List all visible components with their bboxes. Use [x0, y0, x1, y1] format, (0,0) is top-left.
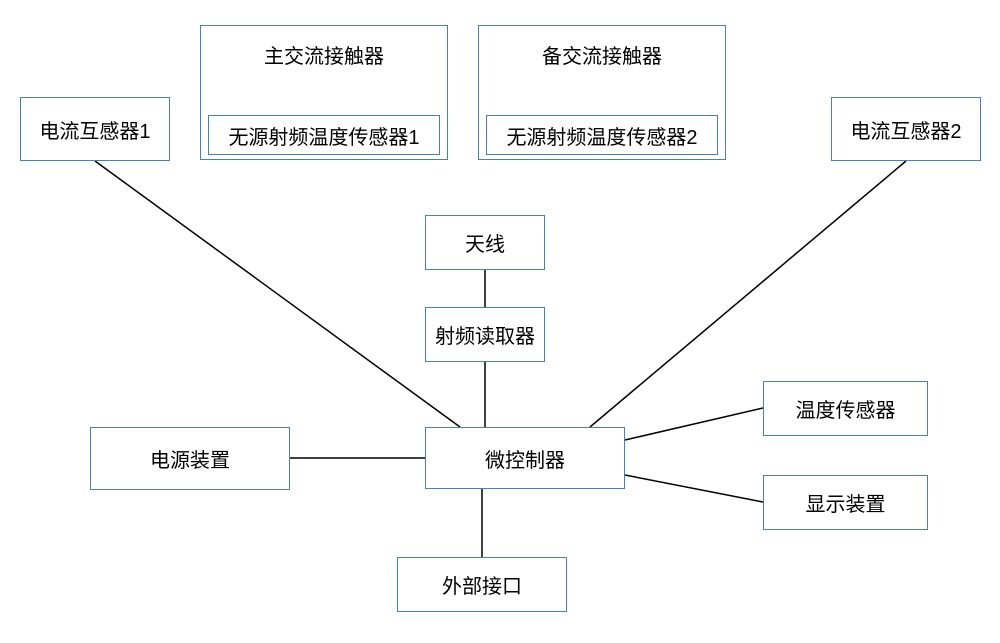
- node-main-ac-sensor: 无源射频温度传感器1: [208, 115, 440, 155]
- node-display: 显示装置: [763, 475, 928, 530]
- node-display-label: 显示装置: [806, 488, 886, 517]
- node-ct1-label: 电流互感器1: [39, 115, 150, 144]
- node-backup-ac-sensor-label: 无源射频温度传感器2: [506, 121, 697, 150]
- node-ct2: 电流互感器2: [831, 97, 981, 161]
- node-ext-if: 外部接口: [397, 557, 567, 612]
- node-power-label: 电源装置: [150, 444, 230, 473]
- node-ct2-label: 电流互感器2: [850, 115, 961, 144]
- node-temp-label: 温度传感器: [796, 394, 896, 423]
- node-mcu: 微控制器: [425, 427, 625, 489]
- node-rf-reader: 射频读取器: [425, 307, 545, 362]
- node-main-ac-label: 主交流接触器: [201, 40, 447, 69]
- node-ct1: 电流互感器1: [20, 97, 170, 161]
- node-temp: 温度传感器: [763, 381, 928, 436]
- node-rf-reader-label: 射频读取器: [435, 320, 535, 349]
- node-antenna: 天线: [425, 215, 545, 270]
- node-antenna-label: 天线: [465, 228, 505, 257]
- node-backup-ac-label: 备交流接触器: [479, 40, 725, 69]
- node-ext-if-label: 外部接口: [442, 570, 522, 599]
- node-main-ac-sensor-label: 无源射频温度传感器1: [228, 121, 419, 150]
- node-power: 电源装置: [90, 427, 290, 490]
- node-mcu-label: 微控制器: [485, 444, 565, 473]
- node-backup-ac-sensor: 无源射频温度传感器2: [486, 115, 718, 155]
